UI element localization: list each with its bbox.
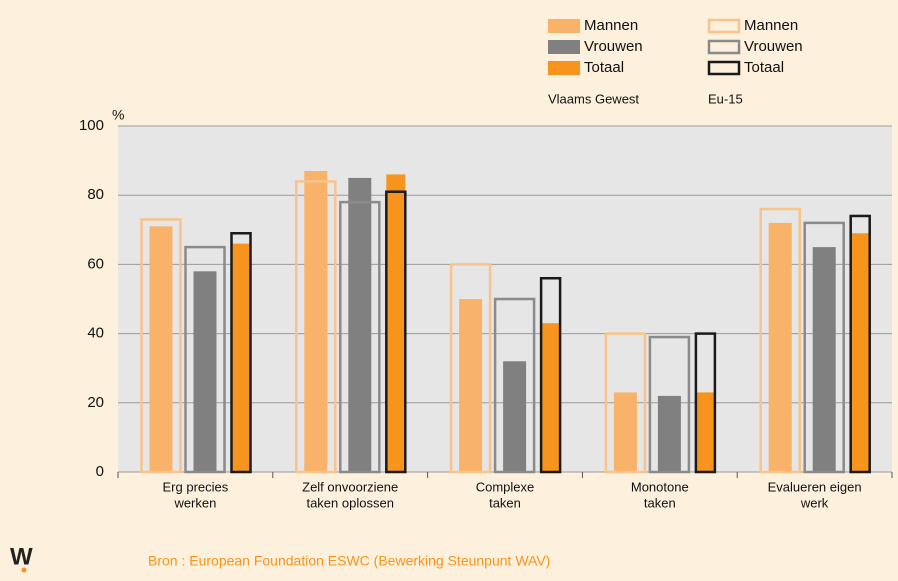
bar [812, 247, 836, 472]
legend-swatch [548, 61, 580, 75]
bar-outline [295, 180, 337, 474]
legend-label: Totaal [744, 59, 784, 76]
x-tick-label: taken [489, 495, 521, 510]
bar [231, 243, 251, 472]
bar-outline [803, 221, 845, 474]
legend-swatch [707, 60, 741, 76]
bar [348, 177, 372, 472]
bar [304, 170, 328, 473]
logo: W [10, 543, 33, 570]
bar [149, 226, 173, 472]
bar [657, 395, 681, 472]
logo-dot [21, 567, 27, 573]
x-tick-label: taken [644, 495, 676, 510]
bar-outline [449, 263, 492, 474]
y-tick-label: 20 [87, 394, 104, 411]
bar [193, 271, 217, 472]
bar [768, 222, 792, 472]
legend-label: Totaal [584, 59, 624, 76]
x-tick-label: Zelf onvoorziene [302, 479, 398, 494]
bar [503, 361, 527, 472]
legend-swatch [707, 39, 741, 55]
bar [850, 233, 870, 472]
legend-swatch [548, 19, 580, 33]
bar [613, 392, 637, 472]
x-tick-label: Evalueren eigen [768, 479, 862, 494]
bar [541, 323, 561, 472]
y-tick-label: 40 [87, 325, 104, 342]
source: Bron : European Foundation ESWC (Bewerki… [148, 553, 550, 569]
bar [695, 392, 715, 472]
legend-label: Vrouwen [584, 38, 643, 55]
bar-outline [694, 332, 717, 474]
bar-outline [539, 276, 562, 474]
bar-outline [604, 332, 647, 474]
x-tick-label: werken [173, 495, 216, 510]
x-tick-label: Complexe [476, 479, 535, 494]
bar [459, 299, 483, 472]
x-tick-label: Erg precies [163, 479, 229, 494]
x-tick-label: taken oplossen [306, 495, 393, 510]
bar [386, 174, 406, 472]
y-axis-label: % [112, 107, 124, 123]
bar-outline [184, 245, 226, 474]
bar-outline [849, 214, 871, 474]
bar-outline [339, 200, 381, 474]
bar-outline [385, 190, 407, 474]
bar-outline [759, 207, 801, 474]
y-tick-label: 80 [87, 186, 104, 203]
x-tick-label: werk [800, 495, 829, 510]
x-tick-label: Monotone [631, 479, 689, 494]
legend-swatch [548, 40, 580, 54]
bar-outline [648, 335, 691, 474]
legend-swatch [707, 18, 741, 34]
bar-outline [230, 232, 252, 474]
legend-group-title: Vlaams Gewest [548, 91, 639, 106]
y-tick-label: 100 [79, 117, 104, 134]
legend-label: Mannen [584, 17, 638, 34]
bar-outline [140, 218, 182, 474]
legend-label: Mannen [744, 17, 798, 34]
y-tick-label: 60 [87, 255, 104, 272]
legend-group-title: Eu-15 [708, 91, 743, 106]
bar-outline [493, 297, 536, 474]
y-tick-label: 0 [96, 463, 104, 480]
legend-label: Vrouwen [744, 38, 803, 55]
